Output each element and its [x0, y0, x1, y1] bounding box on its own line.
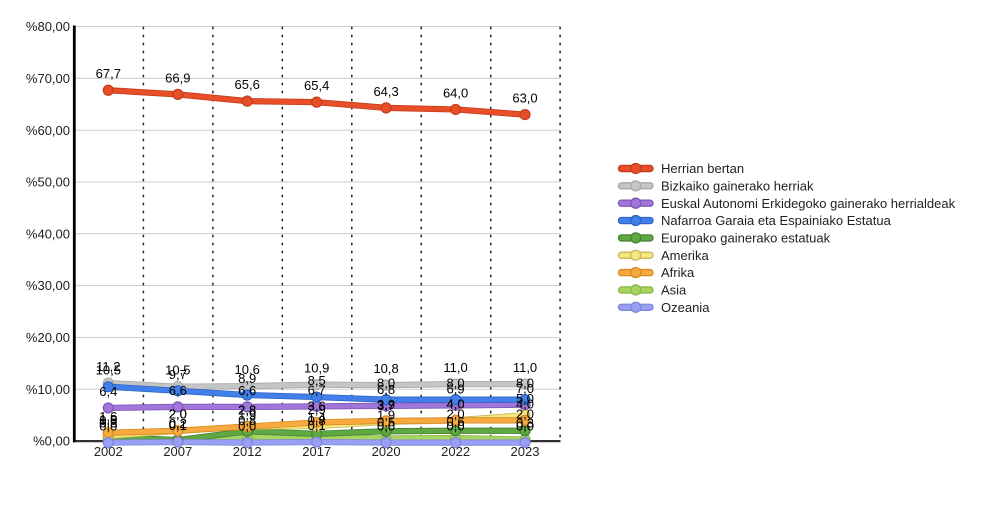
svg-text:Afrika: Afrika — [661, 265, 695, 280]
svg-text:2,0: 2,0 — [516, 407, 534, 422]
svg-text:8,0: 8,0 — [516, 376, 534, 391]
svg-text:2007: 2007 — [163, 444, 192, 459]
svg-text:6,6: 6,6 — [238, 383, 256, 398]
svg-text:11,0: 11,0 — [513, 360, 537, 375]
svg-text:2023: 2023 — [511, 444, 540, 459]
svg-text:Bizkaiko gainerako herriak: Bizkaiko gainerako herriak — [661, 178, 814, 193]
svg-text:%10,00: %10,00 — [26, 382, 70, 397]
svg-text:2,9: 2,9 — [308, 402, 326, 417]
svg-text:Herrian bertan: Herrian bertan — [661, 161, 744, 176]
svg-text:2,0: 2,0 — [169, 407, 187, 422]
svg-text:3,9: 3,9 — [377, 397, 395, 412]
svg-text:%40,00: %40,00 — [26, 226, 70, 241]
svg-text:0,0: 0,0 — [447, 419, 465, 434]
svg-text:1,9: 1,9 — [238, 407, 256, 422]
svg-text:3,6: 3,6 — [308, 398, 326, 413]
svg-text:10,8: 10,8 — [373, 361, 398, 376]
svg-text:2,8: 2,8 — [238, 403, 256, 418]
svg-text:%70,00: %70,00 — [26, 71, 70, 86]
svg-text:2,8: 2,8 — [238, 403, 256, 418]
svg-text:2002: 2002 — [94, 444, 123, 459]
svg-text:3,7: 3,7 — [377, 398, 395, 413]
svg-text:65,6: 65,6 — [235, 77, 260, 92]
svg-text:%30,00: %30,00 — [26, 278, 70, 293]
svg-text:64,0: 64,0 — [443, 85, 468, 100]
svg-text:Nafarroa Garaia eta Espainiako: Nafarroa Garaia eta Espainiako Estatua — [661, 213, 892, 228]
svg-text:Euskal Autonomi Erkidegoko gai: Euskal Autonomi Erkidegoko gainerako her… — [661, 196, 956, 211]
svg-text:6,8: 6,8 — [377, 382, 395, 397]
svg-text:Asia: Asia — [661, 283, 687, 298]
svg-text:11,2: 11,2 — [96, 359, 120, 374]
svg-text:%50,00: %50,00 — [26, 175, 70, 190]
svg-text:0,6: 0,6 — [447, 414, 465, 429]
svg-text:%80,00: %80,00 — [26, 19, 70, 34]
svg-text:%20,00: %20,00 — [26, 330, 70, 345]
svg-text:65,4: 65,4 — [304, 78, 329, 93]
svg-text:10,5: 10,5 — [165, 363, 190, 378]
svg-text:0,5: 0,5 — [377, 415, 395, 430]
svg-text:6,7: 6,7 — [308, 382, 326, 397]
svg-text:0,1: 0,1 — [308, 418, 326, 433]
svg-text:Ozeania: Ozeania — [661, 300, 710, 315]
svg-text:0,3: 0,3 — [99, 416, 117, 431]
svg-text:8,0: 8,0 — [377, 376, 395, 391]
svg-text:6,6: 6,6 — [169, 383, 187, 398]
svg-text:0,2: 0,2 — [169, 416, 187, 431]
svg-text:8,9: 8,9 — [238, 371, 256, 386]
svg-text:0,8: 0,8 — [99, 413, 117, 428]
svg-text:4,0: 4,0 — [447, 396, 465, 411]
svg-text:2020: 2020 — [372, 444, 401, 459]
svg-text:7,0: 7,0 — [516, 381, 534, 396]
svg-text:2012: 2012 — [233, 444, 262, 459]
svg-text:4,0: 4,0 — [516, 396, 534, 411]
svg-text:11,0: 11,0 — [443, 360, 467, 375]
svg-text:2022: 2022 — [441, 444, 470, 459]
svg-text:%0,00: %0,00 — [33, 434, 70, 449]
svg-text:2017: 2017 — [302, 444, 331, 459]
svg-text:8,5: 8,5 — [308, 373, 326, 388]
svg-text:0,8: 0,8 — [238, 413, 256, 428]
svg-text:2,0: 2,0 — [447, 407, 465, 422]
svg-text:10,6: 10,6 — [235, 362, 260, 377]
svg-text:66,9: 66,9 — [165, 70, 190, 85]
svg-text:0,1: 0,1 — [169, 418, 187, 433]
svg-text:2,0: 2,0 — [169, 407, 187, 422]
svg-text:4,0: 4,0 — [447, 396, 465, 411]
svg-text:1,0: 1,0 — [99, 412, 117, 427]
svg-text:0,0: 0,0 — [238, 419, 256, 434]
svg-text:%60,00: %60,00 — [26, 123, 70, 138]
svg-text:10,9: 10,9 — [304, 361, 329, 376]
svg-text:0,3: 0,3 — [516, 416, 534, 431]
svg-text:0,8: 0,8 — [308, 413, 326, 428]
svg-text:63,0: 63,0 — [512, 91, 537, 106]
svg-text:64,3: 64,3 — [373, 84, 398, 99]
svg-text:67,7: 67,7 — [96, 66, 121, 81]
svg-text:0,0: 0,0 — [516, 419, 534, 434]
svg-text:6,4: 6,4 — [99, 384, 117, 399]
svg-text:6,9: 6,9 — [447, 381, 465, 396]
svg-text:8,0: 8,0 — [447, 376, 465, 391]
svg-text:1,9: 1,9 — [377, 407, 395, 422]
svg-text:Amerika: Amerika — [661, 248, 709, 263]
svg-text:0,0: 0,0 — [377, 419, 395, 434]
svg-text:5,0: 5,0 — [516, 391, 534, 406]
svg-text:1,6: 1,6 — [99, 409, 117, 424]
svg-text:0,2: 0,2 — [169, 416, 187, 431]
svg-text:0,0: 0,0 — [99, 419, 117, 434]
svg-text:10,5: 10,5 — [96, 363, 121, 378]
svg-text:1,4: 1,4 — [308, 410, 326, 425]
svg-text:Europako gainerako estatuak: Europako gainerako estatuak — [661, 231, 831, 246]
svg-text:9,7: 9,7 — [169, 367, 187, 382]
